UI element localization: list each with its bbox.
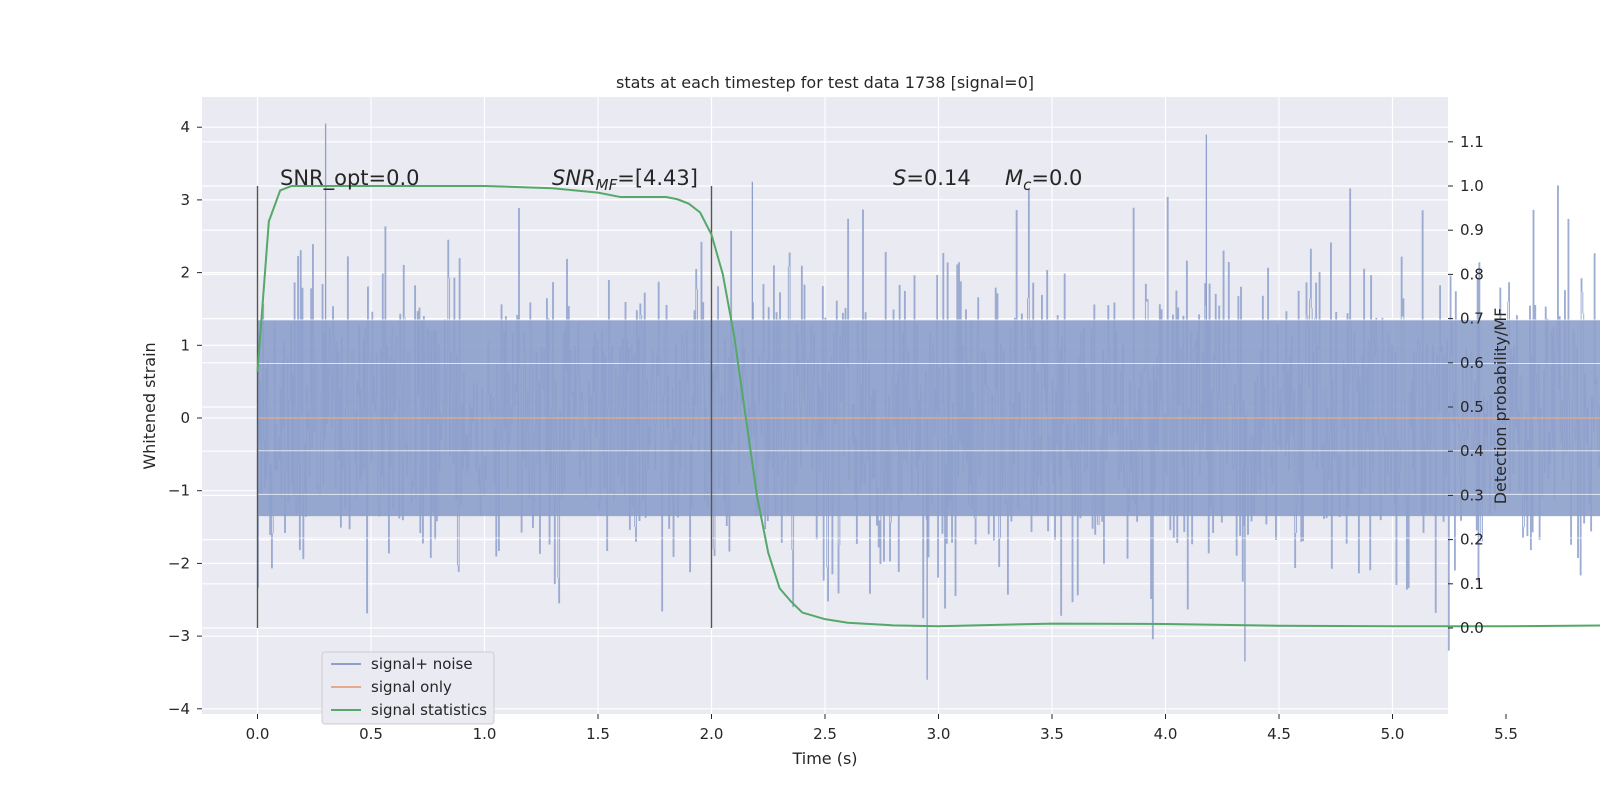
x-axis-label: Time (s) xyxy=(791,749,857,768)
annotation-mc: Mc=0.0 xyxy=(1005,166,1082,194)
y-tick-label: −2 xyxy=(168,554,190,572)
annotation-s-value: =0.14 xyxy=(906,166,970,190)
legend: signal+ noise signal only signal statist… xyxy=(321,651,495,725)
x-axis-ticks: 0.00.51.01.52.02.53.03.54.04.55.05.56.06… xyxy=(246,714,1518,743)
x-tick-label: 2.0 xyxy=(700,725,724,743)
annotation-snr-mf-main: SNR xyxy=(552,166,596,190)
legend-label-signal-statistics: signal statistics xyxy=(371,701,487,719)
x-tick-label: 0.5 xyxy=(359,725,383,743)
right-tick-label: 0.1 xyxy=(1460,575,1484,593)
annotation-mc-value: =0.0 xyxy=(1031,166,1082,190)
annotation-snr-mf: SNRMF=[4.43] xyxy=(552,166,698,194)
right-tick-label: 0.0 xyxy=(1460,619,1484,637)
annotation-s: S=0.14 xyxy=(893,166,971,190)
y-tick-label: 4 xyxy=(180,118,190,136)
x-tick-label: 4.5 xyxy=(1267,725,1291,743)
annotation-mc-label: M xyxy=(1005,166,1023,190)
annotation-snr-mf-sub: MF xyxy=(596,176,618,194)
legend-label-signal-only: signal only xyxy=(371,678,452,696)
x-tick-label: 0.0 xyxy=(246,725,270,743)
right-tick-label: 0.6 xyxy=(1460,354,1484,372)
x-tick-label: 3.5 xyxy=(1040,725,1064,743)
y-tick-label: 3 xyxy=(180,191,190,209)
right-axis-label: Detection probability/MF xyxy=(1491,308,1510,505)
right-tick-label: 1.0 xyxy=(1460,177,1484,195)
window-markers xyxy=(256,186,713,628)
right-tick-label: 1.1 xyxy=(1460,133,1484,151)
x-tick-label: 1.0 xyxy=(473,725,497,743)
series-signal-statistics-line xyxy=(256,185,1600,628)
y-tick-label: 0 xyxy=(180,409,190,427)
x-tick-label: 5.5 xyxy=(1494,725,1518,743)
x-tick-label: 2.5 xyxy=(813,725,837,743)
y-tick-label: 1 xyxy=(180,336,190,354)
right-tick-label: 0.5 xyxy=(1460,398,1484,416)
chart-title: stats at each timestep for test data 173… xyxy=(616,73,1034,92)
right-tick-label: 0.7 xyxy=(1460,310,1484,328)
x-tick-label: 3.0 xyxy=(927,725,951,743)
y-tick-label: 2 xyxy=(180,264,190,282)
annotation-snr-opt: SNR_opt=0.0 xyxy=(280,166,420,191)
annotation-snr-mf-value: =[4.43] xyxy=(617,166,698,190)
y-axis-label: Whitened strain xyxy=(140,342,159,469)
legend-label-signal-noise: signal+ noise xyxy=(371,655,473,673)
right-tick-label: 0.4 xyxy=(1460,442,1484,460)
legend-box xyxy=(321,651,495,725)
y-axis-ticks: 4 3 2 1 0 −1 −2 −3 −4 xyxy=(168,118,202,718)
y-tick-label: −1 xyxy=(168,482,190,500)
y-tick-label: −3 xyxy=(168,627,190,645)
right-tick-label: 0.8 xyxy=(1460,265,1484,283)
right-axis-ticks: 1.1 1.0 0.9 0.8 0.7 0.6 0.5 0.4 0.3 0.2 0.1 0.0 xyxy=(1448,133,1484,637)
annotation-mc-sub: c xyxy=(1023,176,1032,194)
right-tick-label: 0.2 xyxy=(1460,531,1484,549)
x-tick-label: 1.5 xyxy=(586,725,610,743)
annotation-s-label: S xyxy=(893,166,906,190)
y-tick-label: −4 xyxy=(168,700,190,718)
right-tick-label: 0.9 xyxy=(1460,221,1484,239)
x-tick-label: 4.0 xyxy=(1154,725,1178,743)
x-tick-label: 5.0 xyxy=(1381,725,1405,743)
right-tick-label: 0.3 xyxy=(1460,486,1484,504)
